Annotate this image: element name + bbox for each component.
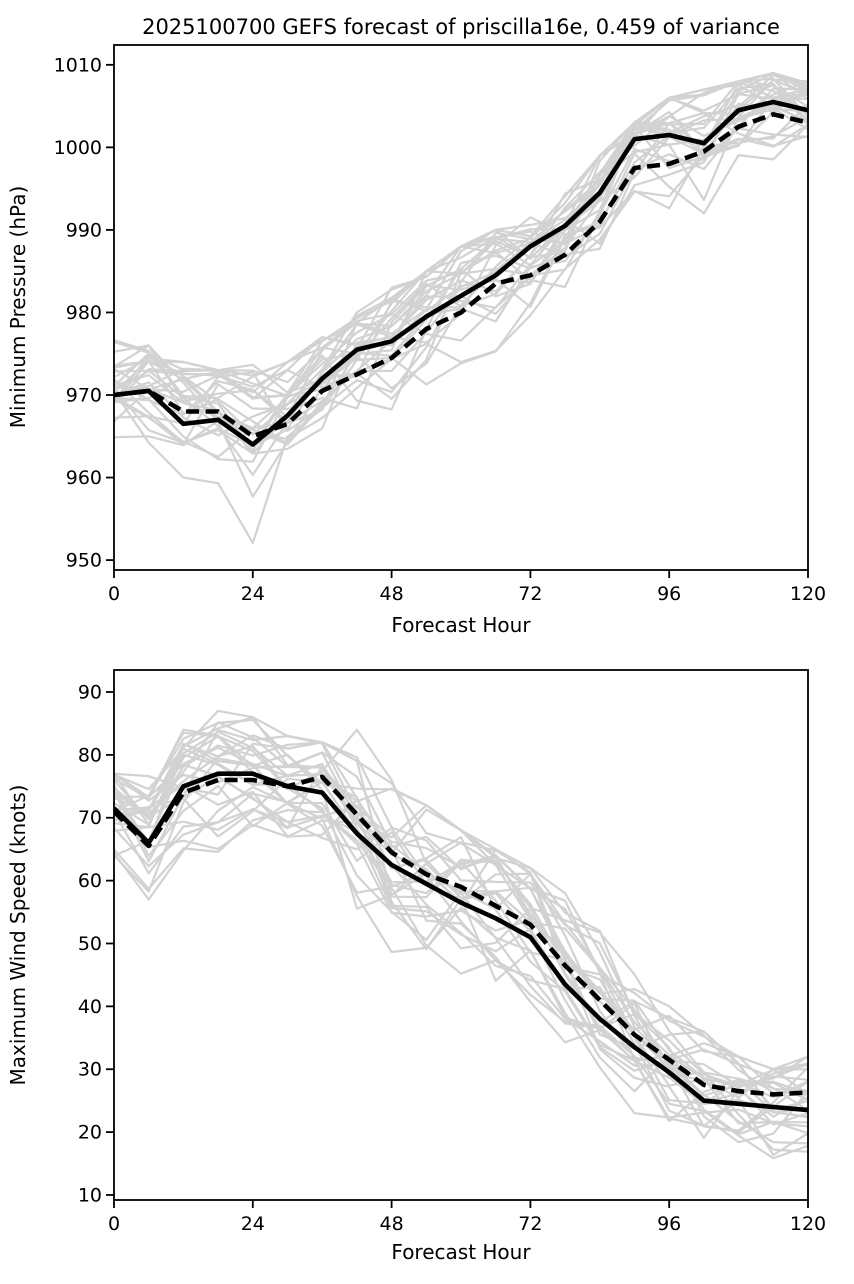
pressure-yaxis-label: Minimum Pressure (hPa) [6,186,30,429]
y-tick-label: 980 [66,302,102,324]
ensemble-member-line [113,716,809,1088]
ensemble-member-line [113,127,809,455]
ensemble-member-line [113,742,809,1132]
x-tick-label: 72 [518,1213,542,1235]
x-tick-label: 96 [657,1213,681,1235]
axes-spines [113,44,809,571]
ensemble-member-line [113,71,809,399]
x-tick-label: 24 [241,1213,265,1235]
y-tick-label: 90 [78,682,102,704]
x-tick-label: 0 [108,1213,120,1235]
x-tick-label: 48 [380,1213,404,1235]
x-tick-label: 72 [518,583,542,605]
y-tick-label: 950 [66,550,102,572]
ensemble-member-line [113,102,809,447]
ensemble-member-line [113,83,809,394]
plot-area [113,71,809,545]
y-tick-label: 970 [66,385,102,407]
ensemble-member-line [113,735,809,1105]
ensemble-member-line [113,123,809,545]
ensemble-member-line [113,80,809,400]
ensemble-member-line [113,111,809,447]
solid-black-line [113,771,809,1113]
x-tick-label: 96 [657,583,681,605]
y-tick-label: 960 [66,467,102,489]
ensemble-member-line [113,785,809,1128]
y-tick-label: 40 [78,996,102,1018]
figure-title: 2025100700 GEFS forecast of priscilla16e… [142,15,780,39]
wind-xaxis-label: Forecast Hour [391,1240,531,1264]
ensemble-member-line [113,728,809,1112]
pressure-chart: 0 24 48 72 96 120 950 960 970 980 990 1000 1010 [54,44,826,605]
ensemble-member-line [113,84,809,458]
x-tick-label: 24 [241,583,265,605]
ensemble-member-line [113,721,809,1079]
y-tick-label: 990 [66,219,102,241]
wind-yaxis-label: Maximum Wind Speed (knots) [6,785,30,1086]
y-tick-label: 60 [78,870,102,892]
ensemble-member-line [113,808,809,1160]
y-tick-label: 30 [78,1059,102,1081]
y-tick-label: 1000 [54,137,102,159]
ensemble-member-line [113,71,809,400]
axes-spines [113,669,809,1201]
ensemble-member-line [113,121,809,463]
y-tick-label: 1010 [54,54,102,76]
x-tick-label: 120 [790,583,826,605]
ensemble-member-line [113,718,809,1092]
ensemble-member-line [113,780,809,1127]
ensemble-member-line [113,71,809,419]
ensemble-member-line [113,728,809,1096]
y-tick-label: 10 [78,1184,102,1206]
ensemble-member-line [113,80,809,404]
y-tick-label: 50 [78,933,102,955]
solid-black-line [113,99,809,447]
plot-area [113,709,809,1160]
ensemble-member-line [113,71,809,395]
ensemble-member-line [113,80,809,394]
x-tick-label: 0 [108,583,120,605]
dashed-black-line [113,112,809,439]
y-tick-label: 20 [78,1122,102,1144]
pressure-xaxis-label: Forecast Hour [391,613,531,637]
ensemble-member-line [113,741,809,1111]
dashed-black-line [113,774,809,1097]
ensemble-member-line [113,764,809,1123]
x-tick-label: 48 [380,583,404,605]
x-tick-label: 120 [790,1213,826,1235]
y-tick-label: 70 [78,807,102,829]
wind-chart: 0 24 48 72 96 120 10 20 30 40 50 60 70 80 90 [78,669,826,1235]
y-tick-label: 80 [78,744,102,766]
ensemble-member-line [113,808,809,1145]
ensemble-member-line [113,741,809,1071]
